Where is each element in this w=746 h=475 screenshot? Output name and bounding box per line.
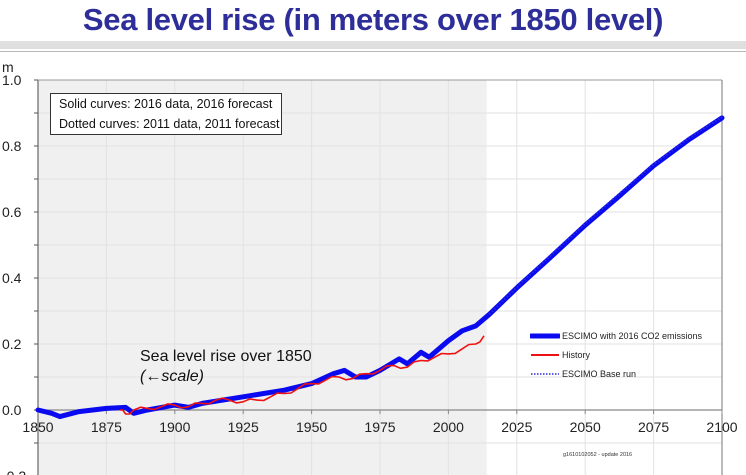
x-tick-label: 2025 <box>501 419 532 435</box>
legend-label-history: History <box>562 349 591 360</box>
x-tick-label: 2050 <box>570 419 601 435</box>
y-tick-label: 0.4 <box>2 270 22 286</box>
annotation-line1: Sea level rise over 1850 <box>140 348 312 365</box>
curve-style-note-box: Solid curves: 2016 data, 2016 forecast D… <box>50 93 282 135</box>
y-tick-label: 0.6 <box>2 204 22 220</box>
x-tick-label: 1975 <box>364 419 395 435</box>
series-line-history <box>120 335 485 415</box>
legend-label-escimo-2016: ESCIMO with 2016 CO2 emissions <box>562 330 703 341</box>
note-dotted-curves: Dotted curves: 2011 data, 2011 forecast <box>59 117 280 131</box>
legend-item-history: History <box>530 345 702 364</box>
annotation-line2: (←scale) <box>140 368 205 385</box>
x-tick-label: 2075 <box>638 419 669 435</box>
y-tick-label: 0.2 <box>2 336 22 352</box>
title-divider-line <box>0 51 746 52</box>
y-tick-label: -0.2 <box>2 468 26 475</box>
x-tick-label: 1925 <box>228 419 259 435</box>
note-solid-curves: Solid curves: 2016 data, 2016 forecast <box>59 97 273 111</box>
legend-label-base-run: ESCIMO Base run <box>562 368 637 379</box>
y-tick-label: 0.8 <box>2 138 22 154</box>
chart-legend: ESCIMO with 2016 CO2 emissions History E… <box>530 326 702 383</box>
legend-swatch-escimo-2016 <box>530 333 560 338</box>
x-tick-label: 1900 <box>159 419 190 435</box>
legend-item-base-run: ESCIMO Base run <box>530 364 702 383</box>
y-tick-label: 1.0 <box>2 72 22 88</box>
series-group <box>35 115 725 420</box>
x-tick-label: 1875 <box>91 419 122 435</box>
legend-swatch-base-run <box>531 372 559 375</box>
y-tick-label: 0.0 <box>2 402 22 418</box>
x-tick-label: 2100 <box>706 419 737 435</box>
legend-swatch-history <box>531 353 559 356</box>
legend-item-escimo-2016: ESCIMO with 2016 CO2 emissions <box>530 326 702 345</box>
sea-level-annotation: Sea level rise over 1850 (←scale) <box>140 347 312 387</box>
x-tick-label: 1850 <box>22 419 53 435</box>
chart-footnote: g1610102052 - update 2016 <box>563 452 633 458</box>
title-divider-band <box>0 41 746 49</box>
y-axis-unit-label: m <box>2 59 14 75</box>
x-tick-label: 1950 <box>296 419 327 435</box>
series-line-base-run <box>488 116 723 316</box>
tick-labels: -0.2 0.0 0.2 0.4 0.6 0.8 1.0 1850 1875 1900 1925 19… <box>2 72 738 475</box>
x-tick-label: 2000 <box>433 419 464 435</box>
page-title: Sea level rise (in meters over 1850 leve… <box>82 2 664 37</box>
